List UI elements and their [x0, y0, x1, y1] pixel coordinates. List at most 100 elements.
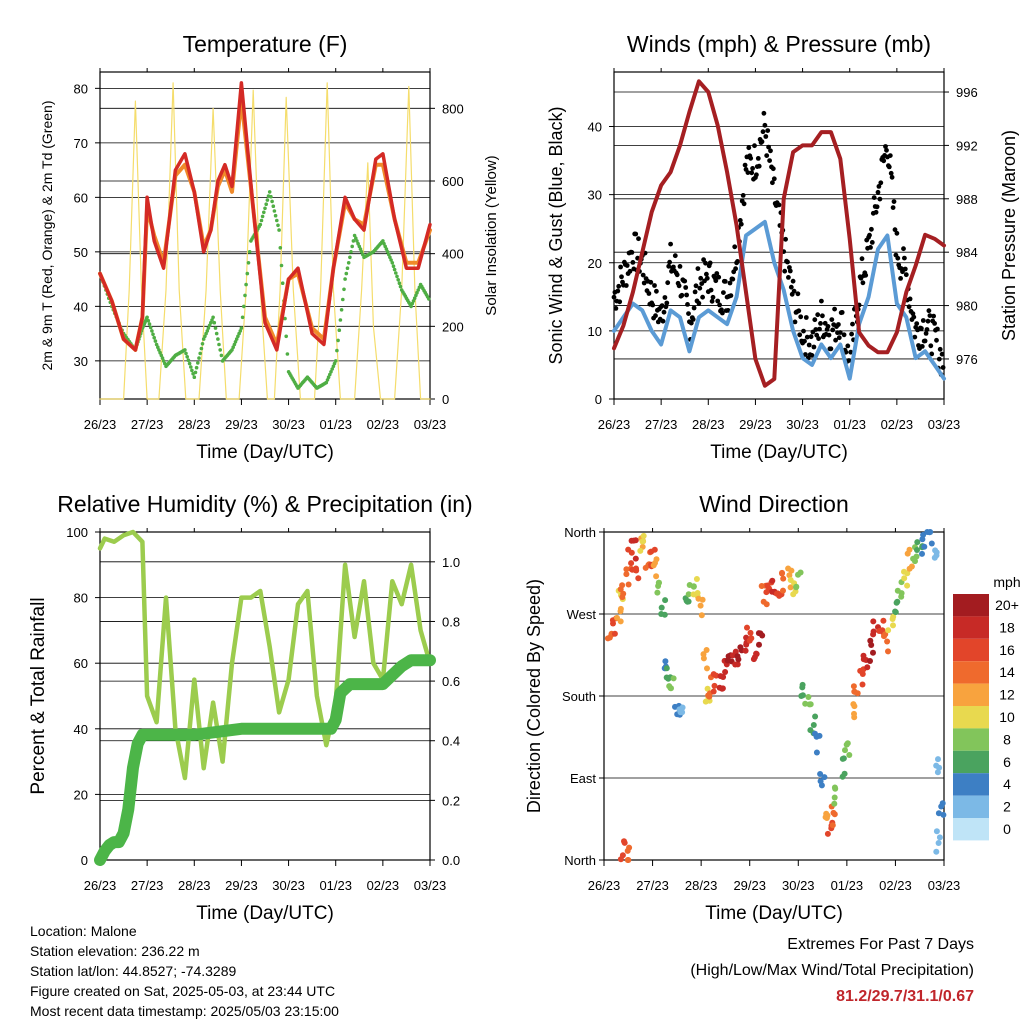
dewpoint-point: [333, 359, 338, 363]
gust-point: [733, 266, 738, 272]
direction-point: [711, 682, 718, 689]
dewpoint-point: [209, 320, 213, 325]
gust-point: [925, 318, 931, 324]
dewpoint-point: [324, 380, 329, 385]
direction-point: [904, 550, 911, 557]
gust-point: [693, 283, 699, 289]
direction-point: [908, 563, 915, 570]
gust-point: [741, 201, 747, 207]
dewpoint-point: [279, 263, 284, 268]
gust-point: [641, 280, 647, 286]
gust-point: [629, 250, 635, 255]
gust-point: [623, 283, 629, 288]
chart-title: Temperature (F): [183, 31, 348, 57]
legend-label: 2: [1003, 799, 1011, 815]
direction-point: [628, 560, 635, 567]
legend-label: 18: [999, 619, 1015, 635]
y2-axis-label: Solar Insolation (Yellow): [483, 155, 500, 315]
direction-point: [743, 641, 750, 648]
y2-tick-label: 400: [442, 247, 464, 262]
y-tick-label: 0: [81, 853, 88, 868]
gust-point: [756, 163, 762, 169]
dewpoint-point: [243, 293, 247, 298]
dewpoint-point: [216, 337, 220, 341]
gust-point: [850, 321, 855, 327]
dewpoint-point: [147, 322, 152, 326]
gust-point: [761, 110, 767, 116]
gust-point: [846, 358, 852, 363]
precip-line: [94, 654, 436, 866]
gust-point: [937, 346, 943, 352]
direction-point: [843, 741, 850, 748]
direction-point: [611, 630, 618, 637]
dewpoint-point: [264, 202, 269, 206]
gust-point: [618, 264, 623, 270]
y2-tick-label: 0.6: [442, 674, 460, 689]
direction-point: [831, 800, 838, 807]
gust-point: [902, 266, 908, 272]
dewpoint-point: [244, 282, 248, 287]
direction-point: [760, 598, 767, 605]
dewpoint-point: [210, 318, 214, 322]
dewpoint-point: [276, 223, 280, 228]
direction-point: [932, 547, 939, 554]
gust-point: [809, 353, 815, 358]
dewpoint-point: [258, 222, 263, 227]
direction-point: [700, 651, 707, 658]
gust-point: [686, 311, 691, 316]
gust-point: [615, 288, 621, 294]
y-tick-label: 10: [588, 324, 602, 339]
direction-point: [885, 627, 892, 634]
gust-point: [707, 260, 713, 266]
dewpoint-point: [196, 361, 200, 365]
gust-point: [660, 318, 666, 324]
direction-point: [698, 612, 705, 619]
x-tick-label: 27/23: [131, 878, 164, 893]
legend-label: 16: [999, 642, 1015, 658]
dewpoint-point: [230, 348, 234, 352]
gust-point: [708, 287, 714, 293]
dewpoint-point: [183, 348, 187, 352]
dewpoint-point: [383, 244, 388, 249]
dewpoint-point: [245, 271, 250, 276]
gust-point: [727, 280, 733, 286]
gust-point: [883, 144, 888, 149]
gust-point: [892, 227, 898, 233]
direction-point: [817, 778, 824, 785]
legend-label: 0: [1003, 821, 1011, 837]
direction-point: [812, 713, 819, 720]
gust-point: [935, 326, 940, 332]
temp-2m-line: [98, 81, 432, 352]
gust-point: [873, 209, 879, 215]
dewpoint-point: [357, 244, 362, 249]
direction-point: [632, 555, 639, 562]
dewpoint-point: [233, 340, 238, 344]
x-tick-label: 01/23: [831, 878, 864, 893]
direction-point: [813, 749, 820, 756]
gust-point: [826, 332, 832, 338]
dewpoint-point: [269, 194, 273, 199]
direction-point: [614, 614, 620, 621]
dewpoint-point: [203, 334, 207, 339]
direction-point: [704, 665, 710, 672]
dewpoint-point: [349, 250, 353, 254]
direction-point: [703, 647, 710, 653]
direction-point: [933, 828, 940, 835]
gust-point: [848, 349, 854, 355]
x-tick-label: 01/23: [833, 417, 866, 432]
direction-point: [933, 762, 940, 769]
direction-point: [624, 857, 631, 863]
dewpoint-point: [218, 348, 222, 352]
gust-point: [716, 274, 722, 280]
extremes-values: 81.2/29.7/31.1/0.67: [836, 988, 974, 1005]
x-axis-label: Time (Day/UTC): [196, 442, 334, 463]
direction-point: [737, 644, 744, 651]
gust-point: [881, 158, 887, 164]
gust-point: [624, 263, 630, 268]
chart-title: Winds (mph) & Pressure (mb): [627, 31, 931, 57]
y-tick-label: 80: [74, 81, 88, 96]
gust-point: [653, 313, 658, 319]
direction-point: [934, 769, 941, 776]
pressure-line: [612, 79, 946, 388]
y-tick-label: 40: [588, 120, 602, 135]
